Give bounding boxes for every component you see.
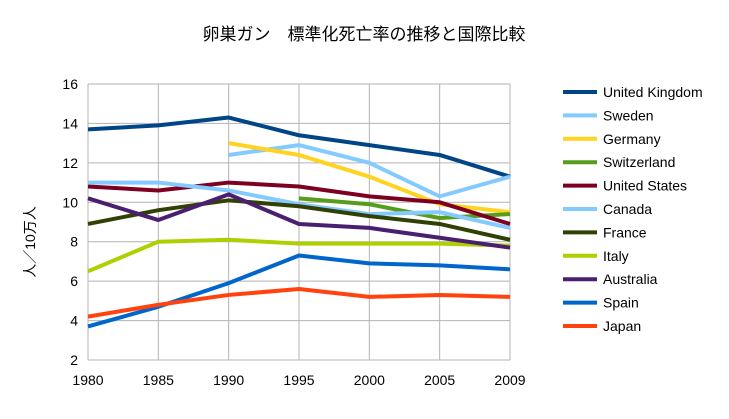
series-line-germany — [228, 141, 511, 215]
legend-label: Italy — [603, 248, 629, 264]
x-tick-label: 1985 — [143, 372, 174, 388]
y-tick-label: 16 — [62, 76, 78, 92]
legend-label: France — [603, 224, 647, 240]
x-tick-label: 2000 — [354, 372, 385, 388]
y-tick-label: 12 — [62, 155, 78, 171]
x-tick-label: 1990 — [213, 372, 244, 388]
series-line-sweden — [228, 143, 511, 199]
series-line-australia — [87, 192, 511, 250]
legend-label: Japan — [603, 318, 641, 334]
series-line-france — [87, 198, 511, 242]
x-tick-label: 1980 — [72, 372, 103, 388]
series-line-italy — [87, 237, 511, 274]
legend-label: Spain — [603, 295, 639, 311]
y-axis-label: 人／10万人 — [22, 206, 38, 278]
legend-label: United States — [603, 178, 687, 194]
x-tick-label: 2009 — [494, 372, 525, 388]
legend-label: United Kingdom — [603, 84, 703, 100]
y-tick-label: 2 — [70, 352, 78, 368]
legend-label: Sweden — [603, 107, 654, 123]
series-line-japan — [87, 287, 511, 319]
legend-label: Germany — [603, 131, 661, 147]
y-tick-label: 8 — [70, 234, 78, 250]
legend-label: Switzerland — [603, 154, 675, 170]
y-tick-label: 10 — [62, 194, 78, 210]
x-tick-label: 2005 — [424, 372, 455, 388]
y-tick-label: 14 — [62, 115, 78, 131]
series-line-united-kingdom — [87, 115, 511, 179]
y-tick-label: 6 — [70, 273, 78, 289]
y-tick-label: 4 — [70, 313, 78, 329]
series-line-united-states — [87, 180, 511, 226]
legend-label: Canada — [603, 201, 652, 217]
legend-label: Australia — [603, 271, 658, 287]
chart-title: 卵巣ガン 標準化死亡率の推移と国際比較 — [203, 25, 526, 45]
x-tick-label: 1995 — [283, 372, 314, 388]
